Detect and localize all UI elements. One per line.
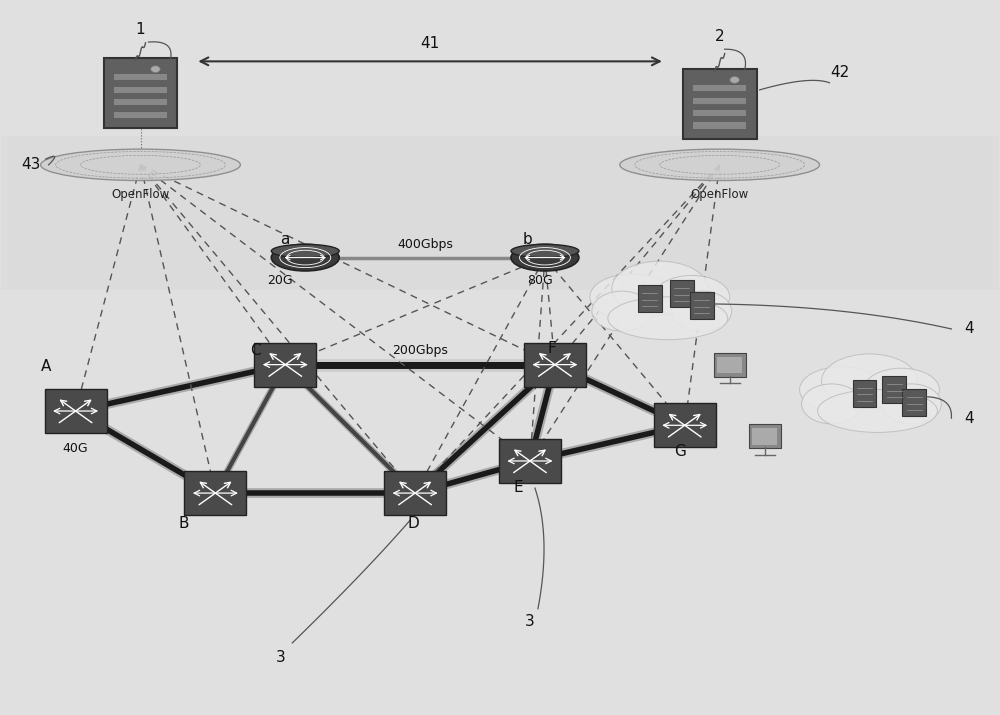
Text: D: D bbox=[407, 516, 419, 531]
Text: 40G: 40G bbox=[63, 442, 88, 455]
Ellipse shape bbox=[881, 384, 941, 424]
Bar bbox=[1, 137, 999, 290]
FancyBboxPatch shape bbox=[690, 292, 714, 319]
Text: b: b bbox=[523, 232, 533, 247]
Ellipse shape bbox=[818, 390, 937, 433]
FancyBboxPatch shape bbox=[638, 285, 662, 312]
Ellipse shape bbox=[608, 297, 728, 340]
Ellipse shape bbox=[592, 291, 652, 331]
Ellipse shape bbox=[271, 245, 339, 257]
Text: F: F bbox=[548, 342, 556, 357]
Ellipse shape bbox=[822, 354, 917, 408]
Text: a: a bbox=[281, 232, 290, 247]
Ellipse shape bbox=[590, 274, 674, 320]
FancyBboxPatch shape bbox=[693, 97, 746, 104]
Text: OpenFlow: OpenFlow bbox=[111, 188, 170, 202]
Ellipse shape bbox=[511, 245, 579, 257]
Ellipse shape bbox=[800, 367, 883, 413]
FancyBboxPatch shape bbox=[654, 403, 716, 448]
FancyBboxPatch shape bbox=[902, 389, 926, 416]
Ellipse shape bbox=[863, 368, 939, 411]
FancyBboxPatch shape bbox=[882, 376, 906, 403]
Text: 20G: 20G bbox=[267, 274, 293, 287]
FancyBboxPatch shape bbox=[714, 352, 746, 377]
Text: 4: 4 bbox=[965, 322, 974, 337]
Text: 4: 4 bbox=[965, 410, 974, 425]
Circle shape bbox=[730, 77, 739, 83]
FancyBboxPatch shape bbox=[693, 122, 746, 129]
Text: 43: 43 bbox=[21, 157, 40, 172]
FancyBboxPatch shape bbox=[114, 87, 167, 93]
Ellipse shape bbox=[271, 245, 339, 271]
Text: 2: 2 bbox=[715, 29, 725, 44]
FancyBboxPatch shape bbox=[683, 69, 757, 139]
Text: 1: 1 bbox=[136, 21, 145, 36]
Text: G: G bbox=[674, 444, 686, 459]
Ellipse shape bbox=[620, 149, 820, 180]
Text: B: B bbox=[178, 516, 189, 531]
FancyBboxPatch shape bbox=[752, 428, 777, 445]
Text: 200Gbps: 200Gbps bbox=[392, 344, 448, 357]
FancyBboxPatch shape bbox=[254, 342, 316, 387]
FancyBboxPatch shape bbox=[384, 471, 446, 516]
FancyBboxPatch shape bbox=[670, 280, 694, 307]
Text: C: C bbox=[250, 343, 261, 358]
FancyBboxPatch shape bbox=[749, 424, 781, 448]
FancyBboxPatch shape bbox=[717, 357, 742, 373]
FancyBboxPatch shape bbox=[114, 112, 167, 118]
Ellipse shape bbox=[802, 384, 861, 424]
FancyBboxPatch shape bbox=[853, 380, 876, 407]
Text: 41: 41 bbox=[420, 36, 440, 51]
FancyBboxPatch shape bbox=[114, 74, 167, 80]
FancyBboxPatch shape bbox=[45, 389, 107, 433]
FancyBboxPatch shape bbox=[499, 439, 561, 483]
Ellipse shape bbox=[672, 291, 732, 331]
FancyBboxPatch shape bbox=[693, 110, 746, 116]
Text: A: A bbox=[40, 358, 51, 373]
Ellipse shape bbox=[41, 149, 240, 180]
Text: E: E bbox=[513, 480, 523, 495]
Text: 42: 42 bbox=[830, 64, 849, 79]
Text: OpenFlow: OpenFlow bbox=[691, 188, 749, 202]
FancyBboxPatch shape bbox=[524, 342, 586, 387]
Ellipse shape bbox=[612, 261, 708, 315]
FancyBboxPatch shape bbox=[104, 59, 177, 129]
Ellipse shape bbox=[511, 245, 579, 271]
Ellipse shape bbox=[654, 275, 730, 318]
FancyBboxPatch shape bbox=[184, 471, 246, 516]
FancyBboxPatch shape bbox=[693, 85, 746, 91]
Text: 80G: 80G bbox=[527, 274, 553, 287]
FancyBboxPatch shape bbox=[114, 99, 167, 105]
Circle shape bbox=[151, 66, 160, 72]
Text: 400Gbps: 400Gbps bbox=[397, 238, 453, 251]
Text: 3: 3 bbox=[275, 650, 285, 665]
Text: 3: 3 bbox=[525, 614, 535, 629]
